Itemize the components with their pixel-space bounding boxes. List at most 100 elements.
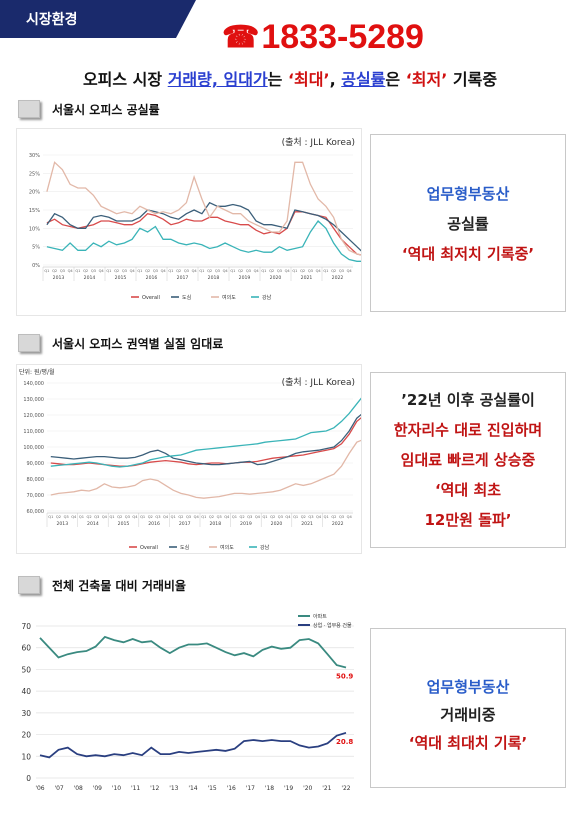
x-year-label: 2015 — [115, 275, 127, 281]
x-year-label: 2021 — [301, 275, 313, 281]
x-tick-label: Q3 — [60, 269, 65, 273]
x-tick-label: Q1 — [140, 515, 145, 519]
x-tick-label: Q1 — [48, 515, 53, 519]
headline-emphasis: ‘최대’ — [287, 70, 330, 89]
x-tick-label: Q3 — [217, 515, 222, 519]
section-header-transaction: 전체 건축물 대비 거래비율 — [18, 576, 186, 594]
x-tick-label: Q4 — [130, 269, 136, 273]
callout-rent: ’22년 이후 공실률이 한자리수 대로 진입하며 임대료 빠르게 상승중 ‘역… — [370, 372, 566, 548]
x-tick-label: Q3 — [153, 269, 158, 273]
callout-line: 공실률 — [447, 215, 489, 233]
callout-line: 거래비중 — [440, 706, 496, 724]
x-tick-label: Q1 — [261, 269, 266, 273]
headline-text: 은 — [385, 70, 406, 89]
legend-label: 도심 — [182, 294, 191, 301]
headline-text: 기록중 — [447, 70, 498, 89]
phone-number[interactable]: ☎ 1833-5289 — [222, 18, 424, 57]
callout-transaction: 업무형부동산 거래비중 ‘역대 최대치 기록’ — [370, 628, 566, 788]
headline-text: 오피스 시장 — [82, 70, 168, 89]
x-tick-label: Q3 — [122, 269, 127, 273]
x-tick-label: Q2 — [148, 515, 153, 519]
x-year-label: 2022 — [332, 275, 344, 281]
chart-source: (출처 : JLL Korea) — [281, 378, 355, 388]
x-tick-label: Q1 — [323, 269, 328, 273]
x-tick-label: Q4 — [347, 515, 353, 519]
x-tick-label: Q2 — [209, 515, 214, 519]
x-tick-label: Q2 — [240, 515, 245, 519]
x-tick-label: '18 — [265, 785, 274, 792]
x-year-label: 2022 — [332, 521, 344, 527]
section-title: 서울시 오피스 공실률 — [52, 102, 160, 117]
x-year-label: 2020 — [270, 275, 282, 281]
series-line-0 — [50, 414, 365, 467]
x-tick-label: Q1 — [324, 515, 329, 519]
headline-highlight: 공실률 — [341, 70, 386, 89]
x-tick-label: Q3 — [184, 269, 189, 273]
chart-source: (출처 : JLL Korea) — [281, 138, 355, 148]
x-tick-label: Q3 — [247, 515, 252, 519]
section-box-icon — [18, 334, 40, 352]
y-tick-label: 25% — [29, 171, 40, 177]
x-tick-label: Q1 — [230, 269, 235, 273]
y-tick-label: 20% — [29, 190, 40, 196]
vacancy-chart-svg: 30%25%20%15%10%5%0%Q1 Q2 Q3 Q4 Q1 Q2 Q3 Q4 Q1 Q2 Q… — [29, 153, 366, 301]
x-tick-label: Q3 — [64, 515, 69, 519]
x-tick-label: Q4 — [194, 515, 200, 519]
headline-highlight: 거래량, 임대가 — [167, 70, 268, 89]
x-tick-label: '14 — [188, 785, 197, 792]
x-year-label: 2020 — [271, 521, 283, 527]
x-tick-label: '12 — [150, 785, 159, 792]
x-tick-label: Q4 — [99, 269, 105, 273]
x-tick-label: Q3 — [278, 515, 283, 519]
y-tick-label: 140,000 — [23, 381, 44, 387]
y-tick-label: 20 — [21, 731, 31, 740]
x-year-label: 2016 — [146, 275, 158, 281]
x-tick-label: Q3 — [339, 515, 344, 519]
x-tick-label: '06 — [35, 785, 44, 792]
x-tick-label: Q2 — [145, 269, 150, 273]
x-tick-label: '20 — [303, 785, 312, 792]
x-tick-label: Q1 — [137, 269, 142, 273]
x-tick-label: Q2 — [114, 269, 119, 273]
x-tick-label: Q2 — [269, 269, 274, 273]
callout-line: ’22년 이후 공실률이 — [401, 391, 535, 409]
legend-label: Overall — [140, 545, 158, 551]
x-tick-label: Q2 — [238, 269, 243, 273]
x-year-label: 2013 — [53, 275, 65, 281]
end-value-label: 20.8 — [336, 738, 353, 746]
series-line-2 — [46, 161, 365, 257]
series-line-1 — [39, 731, 347, 759]
x-tick-label: '19 — [284, 785, 293, 792]
x-tick-label: Q4 — [163, 515, 169, 519]
callout-line: 임대료 빠르게 상승중 — [400, 451, 536, 469]
y-tick-label: 0% — [32, 263, 40, 269]
x-tick-label: Q2 — [52, 269, 57, 273]
legend-label: 여의도 — [222, 294, 236, 301]
x-year-label: 2019 — [239, 275, 251, 281]
x-tick-label: Q4 — [316, 515, 322, 519]
x-tick-label: Q1 — [168, 269, 173, 273]
y-tick-label: 60,000 — [27, 509, 45, 515]
x-tick-label: '21 — [322, 785, 331, 792]
callout-line: ‘역대 최초 — [434, 481, 502, 499]
callout-line: ‘역대 최저치 기록중’ — [401, 245, 535, 263]
y-tick-label: 5% — [32, 245, 40, 251]
x-tick-label: Q2 — [178, 515, 183, 519]
x-year-label: 2014 — [84, 275, 96, 281]
series-line-1 — [50, 411, 365, 466]
x-tick-label: Q1 — [171, 515, 176, 519]
phone-number-text: 1833-5289 — [261, 18, 424, 56]
legend-label: 강남 — [260, 544, 270, 551]
x-tick-label: Q2 — [83, 269, 88, 273]
x-year-label: 2017 — [177, 275, 189, 281]
x-tick-label: '13 — [169, 785, 178, 792]
x-tick-label: Q4 — [316, 269, 322, 273]
x-tick-label: Q4 — [68, 269, 74, 273]
x-tick-label: Q3 — [155, 515, 160, 519]
legend-label: 여의도 — [220, 544, 234, 551]
x-year-label: 2019 — [240, 521, 252, 527]
transaction-chart-svg: 70 60 50 40 30 20 10 0 '06 '07 '08 '09 '10 '11 '12 '13 '… — [21, 613, 354, 792]
x-tick-label: Q3 — [246, 269, 251, 273]
section-title: 서울시 오피스 권역별 실질 임대료 — [52, 336, 224, 351]
x-year-label: 2016 — [148, 521, 160, 527]
